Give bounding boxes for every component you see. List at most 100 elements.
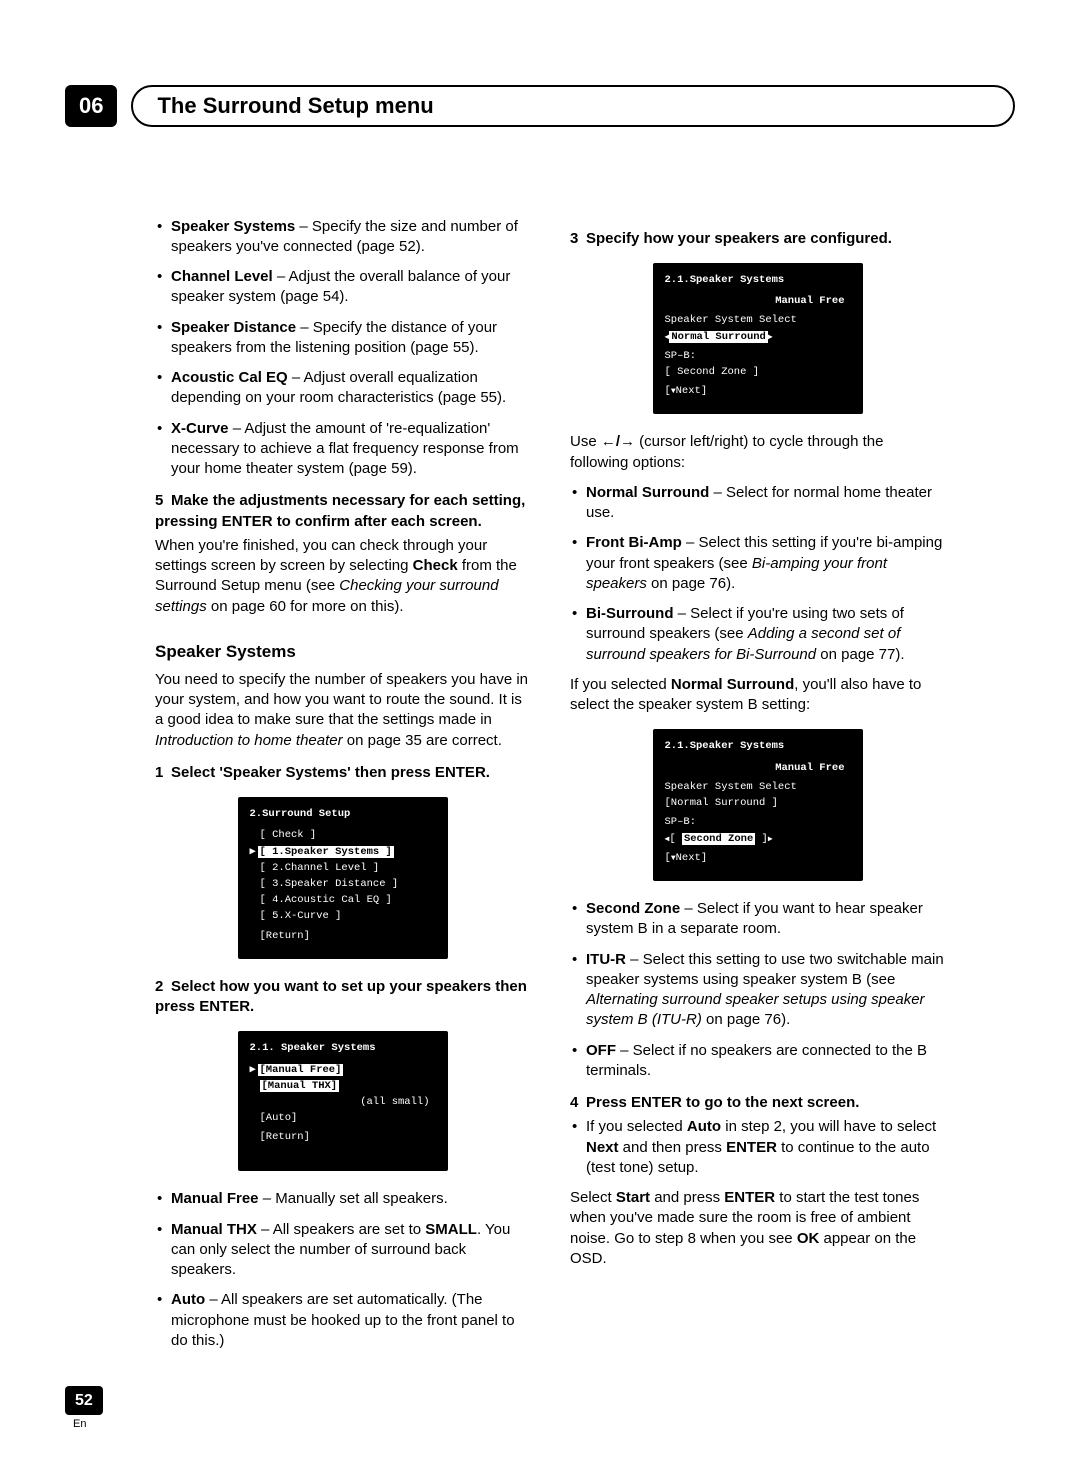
osd-line-selected: ▶[ 1.Speaker Systems ] — [250, 845, 436, 860]
osd-speaker-systems-mode: 2.1. Speaker Systems ▶[Manual Free] [Man… — [238, 1031, 448, 1171]
mode-desc: – All speakers are set to — [257, 1221, 425, 1238]
opts1-list: Normal Surround – Select for normal home… — [570, 483, 945, 665]
opt-desc: on page 77). — [816, 646, 904, 663]
cursor-right-icon — [768, 331, 773, 343]
page-footer: 52 En — [65, 1386, 103, 1432]
text: in step 2, you will have to select — [721, 1118, 936, 1135]
list-item: Front Bi-Amp – Select this setting if yo… — [570, 533, 945, 594]
bold-text: Normal Surround — [671, 676, 794, 693]
osd-label: Speaker System Select — [665, 313, 851, 328]
osd-line: [ Check ] — [250, 828, 436, 843]
text: on page 35 are correct. — [343, 732, 502, 749]
chapter-number-badge: 06 — [65, 85, 117, 127]
step-number: 4 — [570, 1093, 586, 1113]
list-item: Normal Surround – Select for normal home… — [570, 483, 945, 524]
osd-label: SP–B: — [665, 815, 851, 830]
list-item: Speaker Distance – Specify the distance … — [155, 318, 530, 359]
setting-name: Acoustic Cal EQ — [171, 369, 288, 386]
opt-desc: on page 76). — [647, 575, 735, 592]
osd-selected-text: [ 1.Speaker Systems ] — [258, 846, 394, 858]
bold-text: SMALL — [425, 1221, 477, 1238]
step-2-heading: 2Select how you want to set up your spea… — [155, 977, 530, 1018]
step-5-body: When you're finished, you can check thro… — [155, 536, 530, 617]
osd-line: (all small) — [250, 1095, 436, 1110]
text: Use — [570, 433, 601, 450]
list-item: X-Curve – Adjust the amount of 're-equal… — [155, 419, 530, 480]
step-heading-text: Select how you want to set up your speak… — [155, 978, 527, 1015]
if-selected-text: If you selected Normal Surround, you'll … — [570, 675, 945, 716]
osd-title: 2.1.Speaker Systems — [665, 273, 851, 288]
text: If you selected — [570, 676, 671, 693]
chapter-title-pill: The Surround Setup menu — [131, 85, 1015, 127]
osd-next: [Next] — [665, 851, 851, 866]
settings-list: Speaker Systems – Specify the size and n… — [155, 217, 530, 480]
osd-label: SP–B: — [665, 349, 851, 364]
osd-line: [ 3.Speaker Distance ] — [250, 877, 436, 892]
osd-line: [Return] — [250, 929, 436, 944]
italic-text: Introduction to home theater — [155, 732, 343, 749]
step-heading-text: Select 'Speaker Systems' then press ENTE… — [171, 764, 490, 781]
step-1-heading: 1Select 'Speaker Systems' then press ENT… — [155, 763, 530, 783]
list-item: Acoustic Cal EQ – Adjust overall equaliz… — [155, 368, 530, 409]
osd-value: [Normal Surround ] — [665, 796, 851, 811]
bold-text: Start — [616, 1189, 650, 1206]
opt-name: Bi-Surround — [586, 605, 674, 622]
step-5-heading: 5Make the adjustments necessary for each… — [155, 491, 530, 532]
setting-name: Channel Level — [171, 268, 273, 285]
osd-line: [Manual THX] — [250, 1079, 436, 1094]
bold-text: Auto — [687, 1118, 721, 1135]
step-number: 1 — [155, 763, 171, 783]
osd-selected-text: Normal Surround — [669, 331, 768, 343]
list-item: Bi-Surround – Select if you're using two… — [570, 604, 945, 665]
step-heading-text: Make the adjustments necessary for each … — [155, 492, 525, 529]
step4-bullets: If you selected Auto in step 2, you will… — [570, 1117, 945, 1178]
text: Next] — [676, 385, 708, 397]
opt-name: ITU-R — [586, 951, 626, 968]
text: Next] — [676, 852, 708, 864]
right-column: 3Specify how your speakers are configure… — [570, 217, 945, 1361]
final-paragraph: Select Start and press ENTER to start th… — [570, 1188, 945, 1269]
osd-subtitle: Manual Free — [665, 761, 851, 776]
bold-text: OK — [797, 1230, 820, 1247]
setting-name: X-Curve — [171, 420, 229, 437]
speaker-systems-title: Speaker Systems — [155, 641, 530, 664]
osd-line-selected: [ Second Zone ] — [665, 832, 851, 847]
use-cursor-text: Use ←/→ (cursor left/right) to cycle thr… — [570, 432, 945, 473]
osd-system-select-a: 2.1.Speaker Systems Manual Free Speaker … — [653, 263, 863, 415]
osd-next: [Next] — [665, 384, 851, 399]
text: and press — [650, 1189, 724, 1206]
chapter-title: The Surround Setup menu — [157, 93, 433, 118]
bold-text: ENTER — [726, 1139, 777, 1156]
list-item: If you selected Auto in step 2, you will… — [570, 1117, 945, 1178]
step-heading-text: Specify how your speakers are configured… — [586, 230, 892, 247]
osd-title: 2.1. Speaker Systems — [250, 1041, 436, 1056]
osd-line-selected: Normal Surround — [665, 330, 851, 345]
step-number: 3 — [570, 229, 586, 249]
step-4-heading: 4Press ENTER to go to the next screen. — [570, 1093, 945, 1113]
left-column: Speaker Systems – Specify the size and n… — [155, 217, 530, 1361]
opt-desc: – Select this setting to use two switcha… — [586, 951, 944, 988]
osd-label: Speaker System Select — [665, 780, 851, 795]
opt-name: Normal Surround — [586, 484, 709, 501]
cursor-right-icon — [768, 833, 773, 845]
list-item: Auto – All speakers are set automaticall… — [155, 1290, 530, 1351]
osd-line: [Auto] — [250, 1111, 436, 1126]
page-number-badge: 52 — [65, 1386, 103, 1416]
opt-desc: – Select if no speakers are connected to… — [586, 1042, 927, 1079]
osd-system-select-b: 2.1.Speaker Systems Manual Free Speaker … — [653, 729, 863, 881]
text: on page 60 for more on this). — [207, 598, 404, 615]
list-item: Channel Level – Adjust the overall balan… — [155, 267, 530, 308]
osd-line: [Return] — [250, 1130, 436, 1145]
list-item: Manual Free – Manually set all speakers. — [155, 1189, 530, 1209]
list-item: Speaker Systems – Specify the size and n… — [155, 217, 530, 258]
text: Select — [570, 1189, 616, 1206]
step-number: 5 — [155, 491, 171, 511]
opt-name: Front Bi-Amp — [586, 534, 682, 551]
mode-name: Manual Free — [171, 1190, 259, 1207]
mode-desc: – All speakers are set automatically. (T… — [171, 1291, 515, 1349]
osd-line: [ 2.Channel Level ] — [250, 861, 436, 876]
osd-subtitle: Manual Free — [665, 294, 851, 309]
osd-line: [ 5.X-Curve ] — [250, 909, 436, 924]
cursor-left-icon — [665, 833, 670, 845]
arrow-icons: ←/→ — [601, 433, 635, 450]
